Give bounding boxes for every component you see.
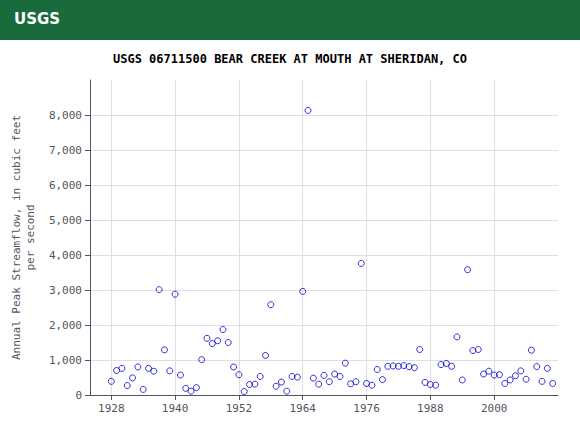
- svg-text:4,000: 4,000: [49, 249, 82, 262]
- svg-text:0: 0: [75, 389, 82, 402]
- svg-text:USGS 06711500 BEAR CREEK AT MO: USGS 06711500 BEAR CREEK AT MOUTH AT SHE…: [113, 52, 467, 66]
- svg-text:1940: 1940: [162, 402, 189, 415]
- svg-text:3,000: 3,000: [49, 284, 82, 297]
- svg-text:USGS: USGS: [14, 10, 60, 28]
- svg-text:1976: 1976: [353, 402, 380, 415]
- svg-text:1,000: 1,000: [49, 354, 82, 367]
- svg-text:2,000: 2,000: [49, 319, 82, 332]
- svg-text:5,000: 5,000: [49, 214, 82, 227]
- svg-text:7,000: 7,000: [49, 144, 82, 157]
- svg-text:per second: per second: [24, 204, 37, 270]
- svg-text:6,000: 6,000: [49, 179, 82, 192]
- svg-text:1952: 1952: [226, 402, 253, 415]
- svg-text:2000: 2000: [481, 402, 508, 415]
- svg-text:1988: 1988: [417, 402, 444, 415]
- svg-text:1964: 1964: [289, 402, 316, 415]
- svg-text:Annual Peak Streamflow, in cub: Annual Peak Streamflow, in cubic feet: [10, 115, 23, 360]
- svg-text:1928: 1928: [98, 402, 125, 415]
- svg-text:8,000: 8,000: [49, 109, 82, 122]
